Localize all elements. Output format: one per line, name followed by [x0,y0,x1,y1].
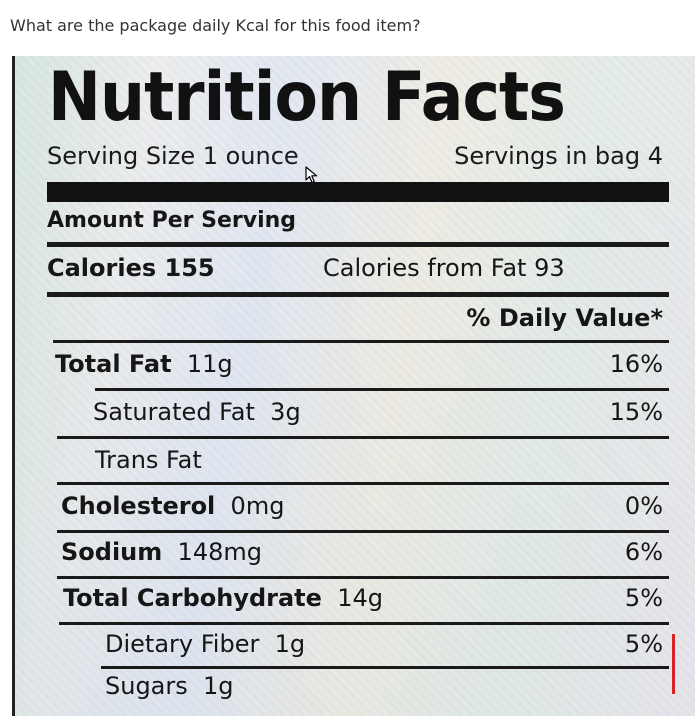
question-text: What are the package daily Kcal for this… [10,16,421,35]
label-title: Nutrition Facts [48,58,566,137]
nutrient-row: Sodium 148mg 6% [47,538,669,566]
calories: Calories 155 [47,254,215,282]
nutrient-daily-value: 6% [624,538,663,566]
nutrient-name: Total Fat [55,350,172,378]
red-annotation-mark [672,634,675,694]
nutrient-name: Saturated Fat [93,398,255,426]
nutrient-row: Total Fat 11g 16% [47,350,669,378]
calories-from-fat: Calories from Fat 93 [323,254,565,282]
nutrient-name: Cholesterol [61,492,216,520]
nutrient-row: Trans Fat [47,446,669,474]
nutrient-daily-value: 0% [624,492,663,520]
divider [53,340,669,343]
amount-per-serving: Amount Per Serving [47,208,297,233]
nutrient-daily-value: 5% [624,584,663,612]
nutrient-name: Trans Fat [95,446,202,474]
calories-row: Calories 155 Calories from Fat 93 [47,254,669,282]
nutrient-row: Total Carbohydrate 14g 5% [47,584,669,612]
nutrient-row: Saturated Fat 3g 15% [47,398,669,426]
divider [59,622,669,625]
nutrient-amount: 148mg [169,538,262,566]
divider [57,482,669,485]
divider [47,292,669,297]
servings-per-bag: Servings in bag 4 [454,142,663,170]
nutrient-daily-value: 5% [624,630,663,658]
label-photo: Nutrition Facts Serving Size 1 ounce Ser… [12,56,695,716]
nutrient-daily-value: 16% [609,350,663,378]
nutrient-name: Total Carbohydrate [63,584,322,612]
nutrient-amount: 1g [266,630,306,658]
nutrient-name: Dietary Fiber [105,630,260,658]
divider [101,666,669,669]
divider [57,530,669,533]
serving-size: Serving Size 1 ounce [47,142,299,170]
nutrient-amount: 14g [329,584,383,612]
thick-divider [47,182,669,202]
serving-info: Serving Size 1 ounce Servings in bag 4 [47,142,673,172]
divider [95,388,669,391]
nutrition-label: Nutrition Facts Serving Size 1 ounce Ser… [43,56,673,716]
nutrient-amount: 11g [179,350,233,378]
nutrient-row: Dietary Fiber 1g 5% [47,630,669,658]
nutrient-name: Sodium [61,538,163,566]
divider [57,576,669,579]
divider [47,242,669,247]
nutrient-amount: 3g [262,398,301,426]
nutrient-name: Sugars [105,672,188,700]
nutrient-row: Sugars 1g [47,672,669,700]
nutrient-amount: 1g [195,672,234,700]
divider [57,436,669,439]
nutrient-daily-value: 15% [609,398,663,426]
nutrient-row: Cholesterol 0mg 0% [47,492,669,520]
nutrient-amount: 0mg [222,492,285,520]
